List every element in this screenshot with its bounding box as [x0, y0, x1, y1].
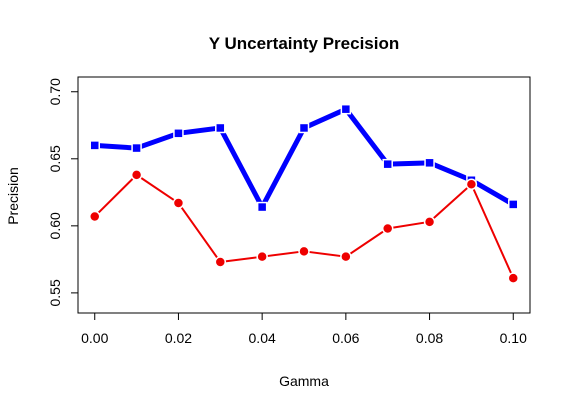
- x-tick-label: 0.02: [165, 330, 192, 346]
- data-point: [173, 128, 184, 139]
- series-2: [88, 169, 520, 284]
- y-tick-label: 0.70: [47, 78, 63, 105]
- x-tick-label: 0.10: [500, 330, 527, 346]
- y-axis: 0.55 0.60 0.65 0.70: [47, 78, 79, 307]
- chart-title: Y Uncertainty Precision: [209, 34, 400, 53]
- data-point: [340, 250, 352, 263]
- plot-frame: [77, 76, 531, 314]
- data-point: [340, 103, 352, 115]
- data-point: [382, 158, 393, 170]
- series-layer: [88, 103, 520, 284]
- y-axis-label: Precision: [5, 167, 21, 225]
- data-point: [507, 272, 520, 284]
- data-point: [508, 199, 519, 210]
- data-point: [172, 197, 185, 209]
- x-tick-label: 0.00: [81, 330, 108, 346]
- data-point: [465, 178, 478, 191]
- data-point: [256, 250, 268, 263]
- data-point: [215, 122, 226, 134]
- x-tick-label: 0.04: [249, 330, 276, 346]
- data-point: [130, 169, 143, 181]
- data-point: [423, 216, 436, 228]
- data-point: [214, 256, 227, 268]
- x-tick-label: 0.08: [416, 330, 443, 346]
- y-tick-label: 0.55: [47, 279, 63, 306]
- data-point: [298, 122, 310, 134]
- series-line: [94, 173, 515, 279]
- y-tick-label: 0.60: [47, 212, 63, 239]
- data-point: [424, 157, 435, 169]
- x-tick-label: 0.06: [332, 330, 359, 346]
- series-1: [89, 103, 519, 213]
- data-point: [256, 201, 268, 213]
- x-axis-label: Gamma: [279, 373, 329, 389]
- y-tick-label: 0.65: [47, 145, 63, 172]
- data-point: [381, 222, 394, 235]
- data-point: [89, 140, 100, 151]
- data-point: [298, 245, 310, 258]
- data-point: [131, 142, 142, 154]
- data-point: [88, 210, 101, 223]
- x-axis: 0.00 0.02 0.04 0.06 0.08 0.10: [81, 312, 527, 346]
